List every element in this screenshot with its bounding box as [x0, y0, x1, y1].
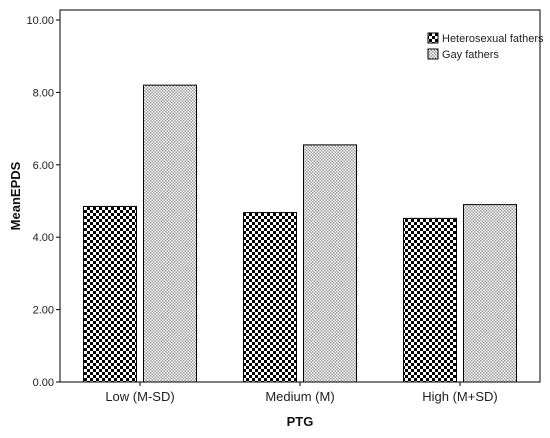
- legend-swatch: [427, 32, 439, 44]
- bar-heterosexual-0: [83, 205, 137, 383]
- bar-heterosexual-2: [403, 217, 457, 383]
- x-tick-label: High (M+SD): [422, 389, 498, 404]
- bar-gay-0: [143, 84, 197, 383]
- y-tick-label: 10.00: [26, 15, 54, 27]
- bars: [83, 84, 517, 383]
- bar-gay-2: [463, 204, 517, 383]
- x-tick-label: Low (M-SD): [105, 389, 174, 404]
- y-axis-ticks: 0.00 2.00 4.00 6.00 8.00 10.00: [26, 15, 60, 389]
- y-tick-label: 6.00: [33, 160, 54, 172]
- x-axis-labels: Low (M-SD) Medium (M) High (M+SD): [105, 382, 498, 404]
- y-tick-label: 8.00: [33, 87, 54, 99]
- legend-label: Gay fathers: [442, 49, 499, 61]
- y-axis-title: MeanEPDS: [8, 161, 23, 230]
- y-tick-label: 2.00: [33, 305, 54, 317]
- bar-gay-1: [303, 144, 357, 383]
- legend: Heterosexual fathers Gay fathers: [427, 32, 544, 61]
- bar-heterosexual-1: [243, 212, 297, 383]
- legend-label: Heterosexual fathers: [442, 33, 544, 45]
- x-axis-title: PTG: [287, 414, 314, 429]
- y-tick-label: 0.00: [33, 377, 54, 389]
- legend-swatch: [427, 48, 439, 60]
- x-tick-label: Medium (M): [265, 389, 334, 404]
- y-tick-label: 4.00: [33, 232, 54, 244]
